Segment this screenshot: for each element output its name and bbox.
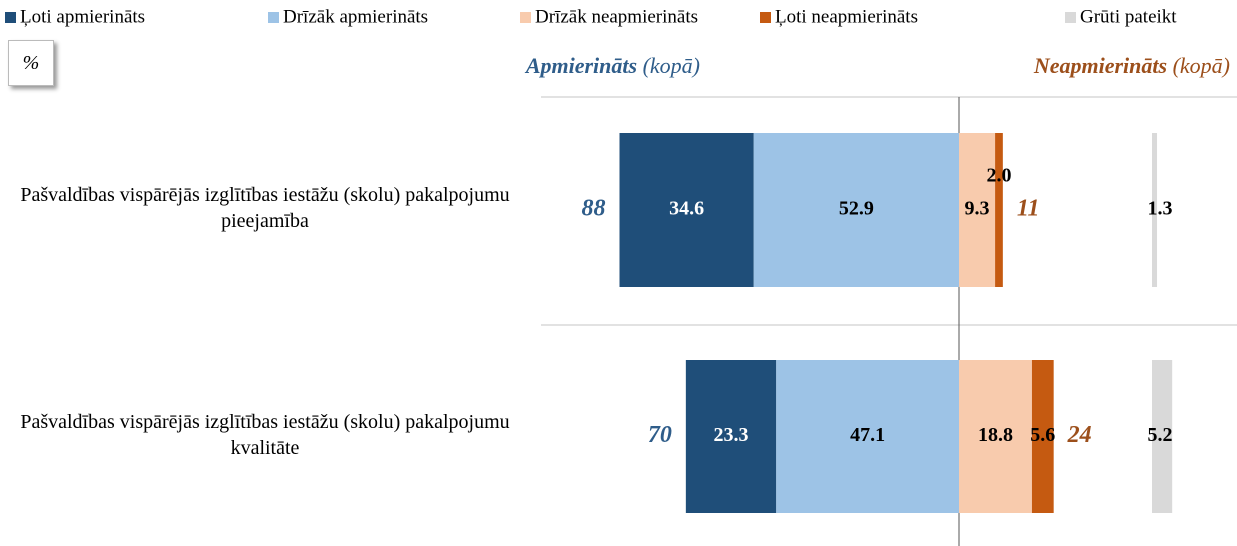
value-label: 47.1 <box>850 424 885 446</box>
legend-label: Drīzāk neapmierināts <box>535 6 698 27</box>
group-header-name: Apmierināts <box>524 53 637 78</box>
group-header-qualifier: (kopā) <box>1173 53 1230 78</box>
group-header: Apmierināts (kopā) <box>524 53 700 78</box>
legend-label: Ļoti neapmierināts <box>775 6 918 27</box>
value-label: 2.0 <box>986 165 1011 187</box>
bar-segment <box>959 133 996 287</box>
category-label: Pašvaldības vispārējās izglītības iestāž… <box>20 184 510 232</box>
value-label: 52.9 <box>839 198 874 220</box>
legend-swatch <box>760 12 771 23</box>
total-label: 24 <box>1067 422 1092 448</box>
bar-segment <box>776 360 959 513</box>
group-header: Neapmierināts (kopā) <box>1033 53 1230 78</box>
group-header-name: Neapmierināts <box>1033 53 1167 78</box>
bar-segment <box>685 360 777 513</box>
bar-segment <box>1152 133 1158 287</box>
bar-segment <box>959 360 1032 513</box>
value-label: 5.2 <box>1148 424 1173 446</box>
legend-swatch <box>268 12 279 23</box>
total-label: 88 <box>582 196 606 222</box>
value-label: 9.3 <box>965 198 990 220</box>
value-label: 18.8 <box>978 424 1013 446</box>
total-label: 11 <box>1017 196 1040 222</box>
group-header-qualifier: (kopā) <box>643 53 700 78</box>
legend-label: Grūti pateikt <box>1080 6 1177 27</box>
total-label: 70 <box>648 422 672 448</box>
legend-swatch <box>520 12 531 23</box>
unit-box: % <box>8 40 54 86</box>
legend-label: Ļoti apmierināts <box>20 6 145 27</box>
bar-segment <box>995 133 1003 287</box>
bar-segment <box>1152 360 1173 513</box>
bar-segment <box>619 133 754 287</box>
value-label: 1.3 <box>1148 198 1173 220</box>
bar-segment <box>753 133 959 287</box>
value-label: 23.3 <box>714 424 749 446</box>
bar-segment <box>1031 360 1054 513</box>
legend-label: Drīzāk apmierināts <box>283 6 428 27</box>
legend-swatch <box>1065 12 1076 23</box>
value-label: 5.6 <box>1030 424 1055 446</box>
category-label: Pašvaldības vispārējās izglītības iestāž… <box>20 410 510 459</box>
value-label: 34.6 <box>669 198 704 220</box>
legend-swatch <box>5 12 16 23</box>
